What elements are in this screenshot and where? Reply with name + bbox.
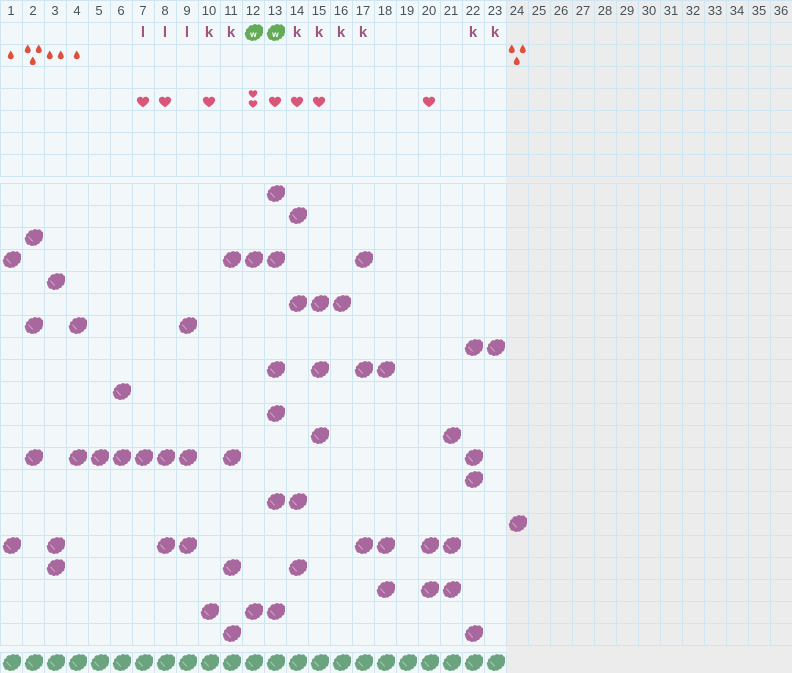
- svg-text:w: w: [271, 29, 279, 39]
- svg-text:w: w: [249, 29, 257, 39]
